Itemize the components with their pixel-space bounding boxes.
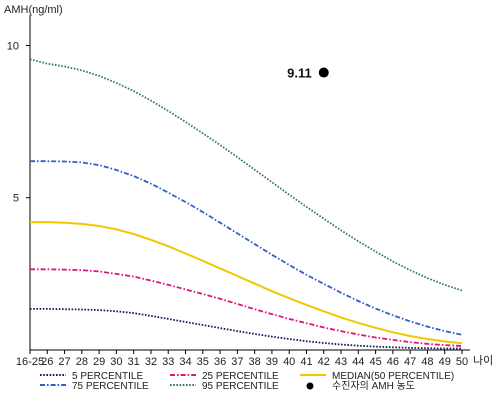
x-tick-label: 49 [439, 356, 451, 368]
x-tick-label: 43 [335, 356, 347, 368]
x-tick-label: 48 [421, 356, 433, 368]
x-tick-label: 35 [197, 356, 209, 368]
legend-label: 25 PERCENTILE [202, 371, 279, 382]
x-tick-label: 30 [110, 356, 122, 368]
x-tick-label: 32 [145, 356, 157, 368]
series-line-95-percentile [29, 58, 463, 292]
x-tick-label: 46 [387, 356, 399, 368]
x-tick-label: 27 [58, 356, 70, 368]
x-tick-label: 34 [179, 356, 191, 368]
x-tick-label: 38 [249, 356, 261, 368]
x-tick-label: 44 [352, 356, 364, 368]
x-tick-label: 50 [456, 356, 468, 368]
x-tick-label: 26 [41, 356, 53, 368]
legend-label: 5 PERCENTILE [72, 371, 143, 382]
legend: 5 PERCENTILE 25 PERCENTILE MEDIAN(50 PERCE… [40, 371, 454, 392]
legend-label: 75 PERCENTILE [72, 381, 149, 392]
x-tick-label: 39 [266, 356, 278, 368]
series-line-25-percentile [30, 268, 463, 347]
legend-patient-marker [306, 382, 314, 390]
x-tick-label: 36 [214, 356, 226, 368]
x-tick-label: 16-25 [16, 356, 44, 368]
series-layer [29, 58, 463, 350]
legend-label: 수진자의 AMH 농도 [332, 380, 415, 392]
x-tick-label: 41 [300, 356, 312, 368]
series-line-median-50-percentile [30, 221, 463, 345]
patient-marker-layer: 9.11 [287, 66, 329, 81]
axes: AMH(ng/ml) 나이 [4, 4, 493, 367]
x-tick-label: 37 [231, 356, 243, 368]
x-tick-label: 40 [283, 356, 295, 368]
y-axis-title: AMH(ng/ml) [4, 4, 63, 16]
patient-amh-value-label: 9.11 [287, 66, 312, 81]
x-tick-label: 29 [93, 356, 105, 368]
legend-label: MEDIAN(50 PERCENTILE) [332, 371, 454, 382]
y-tick-label: 5 [13, 193, 19, 205]
series-line-5-percentile [30, 308, 462, 350]
legend-label: 95 PERCENTILE [202, 381, 279, 392]
x-tick-label: 28 [76, 356, 88, 368]
x-tick-label: 42 [318, 356, 330, 368]
x-tick-label: 47 [404, 356, 416, 368]
x-axis-title: 나이 [473, 354, 493, 367]
y-tick-label: 10 [7, 40, 19, 52]
y-ticks: 5 10 [7, 40, 30, 205]
patient-amh-point [318, 67, 329, 78]
x-tick-label: 33 [162, 356, 174, 368]
x-tick-label: 31 [128, 356, 140, 368]
series-line-75-percentile [30, 160, 463, 336]
x-tick-label: 45 [369, 356, 381, 368]
